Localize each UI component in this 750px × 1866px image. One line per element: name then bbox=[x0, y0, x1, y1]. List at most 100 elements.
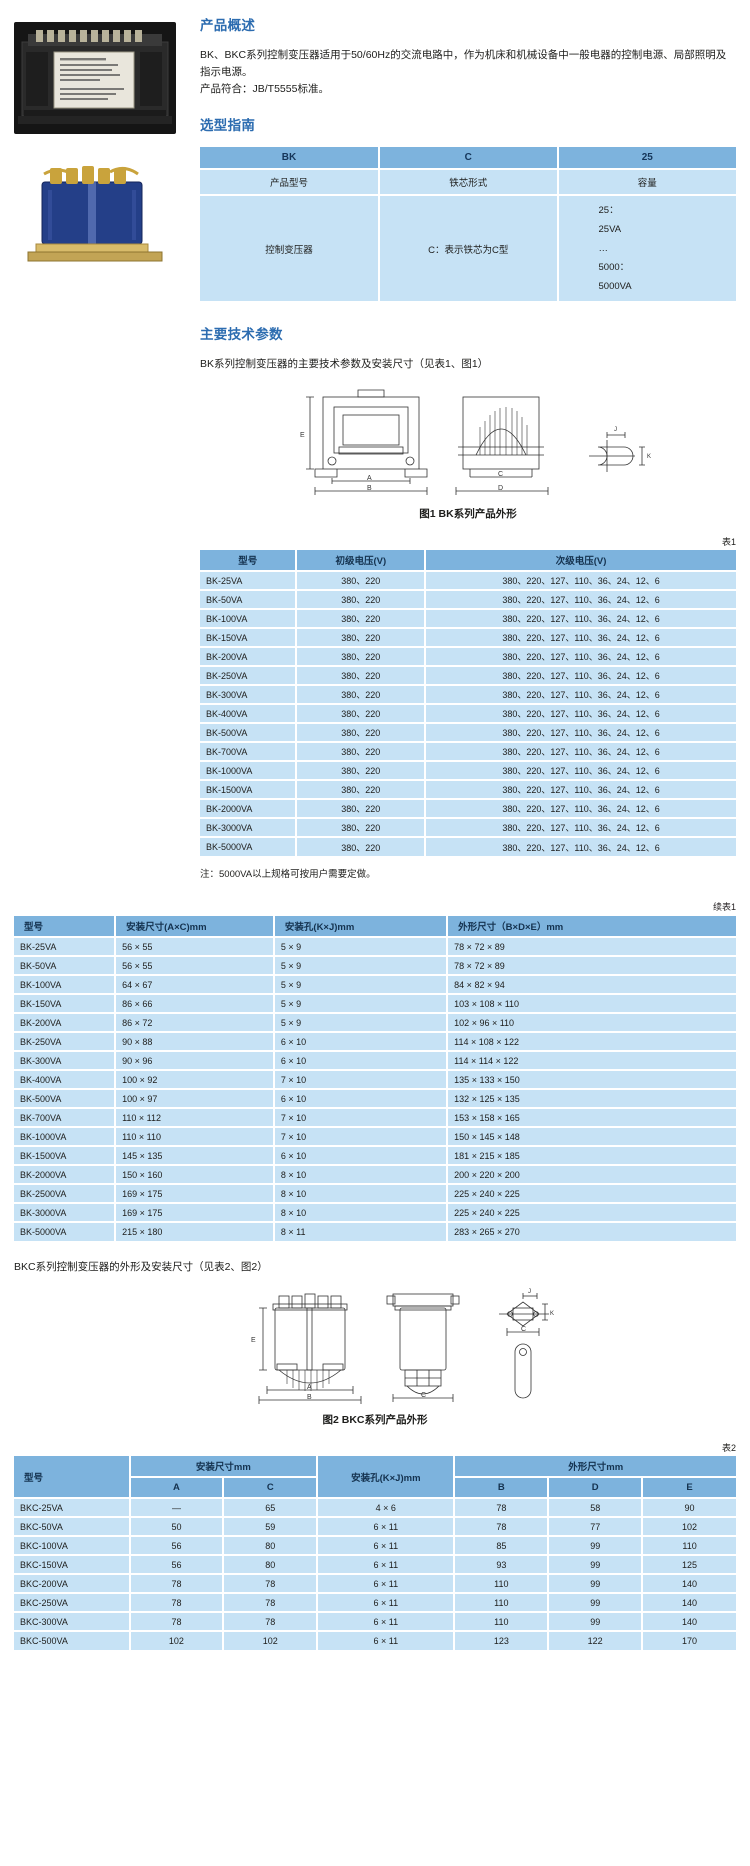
figure-2-drawing: A B E C J bbox=[14, 1286, 736, 1406]
datasheet-page: 产品概述 BK、BKC系列控制变压器适用于50/60Hz的交流电路中，作为机床和… bbox=[14, 18, 736, 1676]
table-row: BK-200VA 86 × 72 5 × 9 102 × 96 × 110 bbox=[14, 1013, 736, 1033]
cell-d: 58 bbox=[548, 1498, 644, 1518]
cell-secondary-voltage: 380、220、127、110、36、24、12、6 bbox=[425, 571, 736, 591]
table-header-row-sub: A C B D E bbox=[14, 1477, 736, 1499]
table-1b-dimensions: 型号 安装尺寸(A×C)mm 安装孔(K×J)mm 外形尺寸（B×D×E）mm … bbox=[14, 916, 736, 1241]
table-2-label: 表2 bbox=[721, 1443, 736, 1453]
table-row: BKC-500VA 102 102 6 × 11 123 122 170 bbox=[14, 1631, 736, 1650]
continuation-section: 续表1 型号 安装尺寸(A×C)mm 安装孔(K×J)mm 外形尺寸（B×D×E… bbox=[14, 900, 736, 1676]
table-row: BK-700VA 380、220 380、220、127、110、36、24、12、… bbox=[200, 742, 736, 762]
cell-outline-size: 225 × 240 × 225 bbox=[447, 1203, 736, 1223]
cell-a: 56 bbox=[129, 1536, 225, 1556]
t1b-header-model: 型号 bbox=[14, 916, 117, 938]
cell-d: 122 bbox=[548, 1631, 644, 1650]
cell-secondary-voltage: 380、220、127、110、36、24、12、6 bbox=[425, 685, 736, 705]
cell-secondary-voltage: 380、220、127、110、36、24、12、6 bbox=[425, 799, 736, 819]
cell-secondary-voltage: 380、220、127、110、36、24、12、6 bbox=[425, 780, 736, 800]
cell-primary-voltage: 380、220 bbox=[296, 818, 427, 838]
cell-model: BKC-300VA bbox=[14, 1612, 131, 1632]
product-photo-column bbox=[14, 22, 184, 298]
table-row: 产品型号 铁芯形式 容量 bbox=[200, 168, 736, 195]
cell-model: BK-700VA bbox=[200, 742, 298, 762]
t1b-header-mounting-hole: 安装孔(K×J)mm bbox=[273, 916, 449, 938]
selection-guide-table: BK C 25 产品型号 铁芯形式 容量 控制变压器 C：表示铁芯为C型 25：… bbox=[200, 147, 736, 301]
cell-secondary-voltage: 380、220、127、110、36、24、12、6 bbox=[425, 666, 736, 686]
table-2-bkc-dimensions: 型号 安装尺寸mm 安装孔(K×J)mm 外形尺寸mm A C B D E BK… bbox=[14, 1456, 736, 1650]
section-title-tech-params: 主要技术参数 bbox=[200, 327, 283, 342]
svg-text:C: C bbox=[521, 1326, 526, 1333]
cell-mounting-size: 169 × 175 bbox=[115, 1203, 275, 1223]
t2-subheader-b: B bbox=[454, 1477, 550, 1499]
cell-mounting-size: 110 × 112 bbox=[115, 1108, 275, 1128]
cell-d: 99 bbox=[548, 1555, 644, 1575]
cell-model: BKC-25VA bbox=[14, 1498, 131, 1518]
t1-header-secondary: 次级电压(V) bbox=[425, 550, 736, 572]
cell-c: 78 bbox=[223, 1593, 319, 1613]
table-row: BKC-25VA —65 4 × 6 78 58 90 bbox=[14, 1498, 736, 1518]
cell-model: BKC-200VA bbox=[14, 1574, 131, 1594]
cell-model: BK-1500VA bbox=[14, 1146, 117, 1166]
cell-mounting-size: 86 × 66 bbox=[115, 994, 275, 1014]
cell-b: 110 bbox=[454, 1593, 550, 1613]
section-title-selection-guide: 选型指南 bbox=[200, 118, 256, 133]
cell-mounting-size: 150 × 160 bbox=[115, 1165, 275, 1185]
cell-outline-size: 283 × 265 × 270 bbox=[447, 1222, 736, 1241]
cell-a: 78 bbox=[129, 1612, 225, 1632]
cell-c: 59 bbox=[223, 1517, 319, 1537]
t2-subheader-c: C bbox=[223, 1477, 319, 1499]
cell-a: 56 bbox=[129, 1555, 225, 1575]
table-row: BK-500VA 100 × 97 6 × 10 132 × 125 × 135 bbox=[14, 1089, 736, 1109]
table-row: BK-1000VA 110 × 110 7 × 10 150 × 145 × 148 bbox=[14, 1127, 736, 1147]
table-row: BK-1500VA 145 × 135 6 × 10 181 × 215 × 185 bbox=[14, 1146, 736, 1166]
cell-a: 102 bbox=[129, 1631, 225, 1650]
table-row: BK-700VA 110 × 112 7 × 10 153 × 158 × 165 bbox=[14, 1108, 736, 1128]
cell-hole: 6 × 11 bbox=[317, 1536, 456, 1556]
cell-model: BK-50VA bbox=[14, 956, 117, 976]
cell-mounting-hole: 7 × 10 bbox=[273, 1108, 449, 1128]
cell-d: 99 bbox=[548, 1593, 644, 1613]
table-row: BK-3000VA 169 × 175 8 × 10 225 × 240 × 225 bbox=[14, 1203, 736, 1223]
cell-d: 99 bbox=[548, 1612, 644, 1632]
table-1-voltages: 型号 初级电压(V) 次级电压(V) BK-25VA 380、220 380、220… bbox=[200, 550, 736, 856]
guide-header-c: C bbox=[379, 147, 559, 169]
table-header-row: 型号 初级电压(V) 次级电压(V) bbox=[200, 550, 736, 572]
cell-mounting-hole: 6 × 10 bbox=[273, 1089, 449, 1109]
cell-mounting-hole: 8 × 10 bbox=[273, 1184, 449, 1204]
cell-outline-size: 200 × 220 × 200 bbox=[447, 1165, 736, 1185]
table-row: BK-2000VA 380、220 380、220、127、110、36、24、12… bbox=[200, 799, 736, 819]
cell-primary-voltage: 380、220 bbox=[296, 571, 427, 591]
svg-text:A: A bbox=[307, 1384, 312, 1391]
cell-e: 140 bbox=[642, 1593, 736, 1613]
cell-secondary-voltage: 380、220、127、110、36、24、12、6 bbox=[425, 742, 736, 762]
table-row: BKC-200VA 78 78 6 × 11 110 99 140 bbox=[14, 1574, 736, 1594]
table-row: BK-2000VA 150 × 160 8 × 10 200 × 220 × 200 bbox=[14, 1165, 736, 1185]
cell-b: 93 bbox=[454, 1555, 550, 1575]
bkc-description: BKC系列控制变压器的外形及安装尺寸（见表2、图2） bbox=[14, 1261, 268, 1273]
cell-b: 78 bbox=[454, 1517, 550, 1537]
cell-primary-voltage: 380、220 bbox=[296, 704, 427, 724]
cell-a: 78 bbox=[129, 1593, 225, 1613]
product-photo-bk bbox=[14, 22, 176, 134]
cell-a: 50 bbox=[129, 1517, 225, 1537]
cell-mounting-size: 215 × 180 bbox=[115, 1222, 275, 1241]
cell-e: 125 bbox=[642, 1555, 736, 1575]
cell-mounting-size: 110 × 110 bbox=[115, 1127, 275, 1147]
t2-header-model: 型号 bbox=[14, 1456, 131, 1499]
cell-mounting-hole: 6 × 10 bbox=[273, 1032, 449, 1052]
cell-model: BK-1500VA bbox=[200, 780, 298, 800]
table-1-body: BK-25VA 380、220 380、220、127、110、36、24、12、6… bbox=[200, 571, 736, 856]
cell-model: BK-1000VA bbox=[200, 761, 298, 781]
cell-secondary-voltage: 380、220、127、110、36、24、12、6 bbox=[425, 818, 736, 838]
svg-text:K: K bbox=[550, 1311, 554, 1317]
table-row: BK-50VA 56 × 55 5 × 9 78 × 72 × 89 bbox=[14, 956, 736, 976]
cell-model: BK-25VA bbox=[200, 571, 298, 591]
cell-model: BK-1000VA bbox=[14, 1127, 117, 1147]
cell-primary-voltage: 380、220 bbox=[296, 590, 427, 610]
table-1-note: 注：5000VA以上规格可按用户需要定做。 bbox=[200, 869, 376, 880]
section-title-overview: 产品概述 bbox=[200, 18, 256, 33]
cell-mounting-size: 100 × 92 bbox=[115, 1070, 275, 1090]
t2-subheader-a: A bbox=[129, 1477, 225, 1499]
cell-primary-voltage: 380、220 bbox=[296, 761, 427, 781]
cell-model: BK-2000VA bbox=[14, 1165, 117, 1185]
cell-b: 110 bbox=[454, 1612, 550, 1632]
